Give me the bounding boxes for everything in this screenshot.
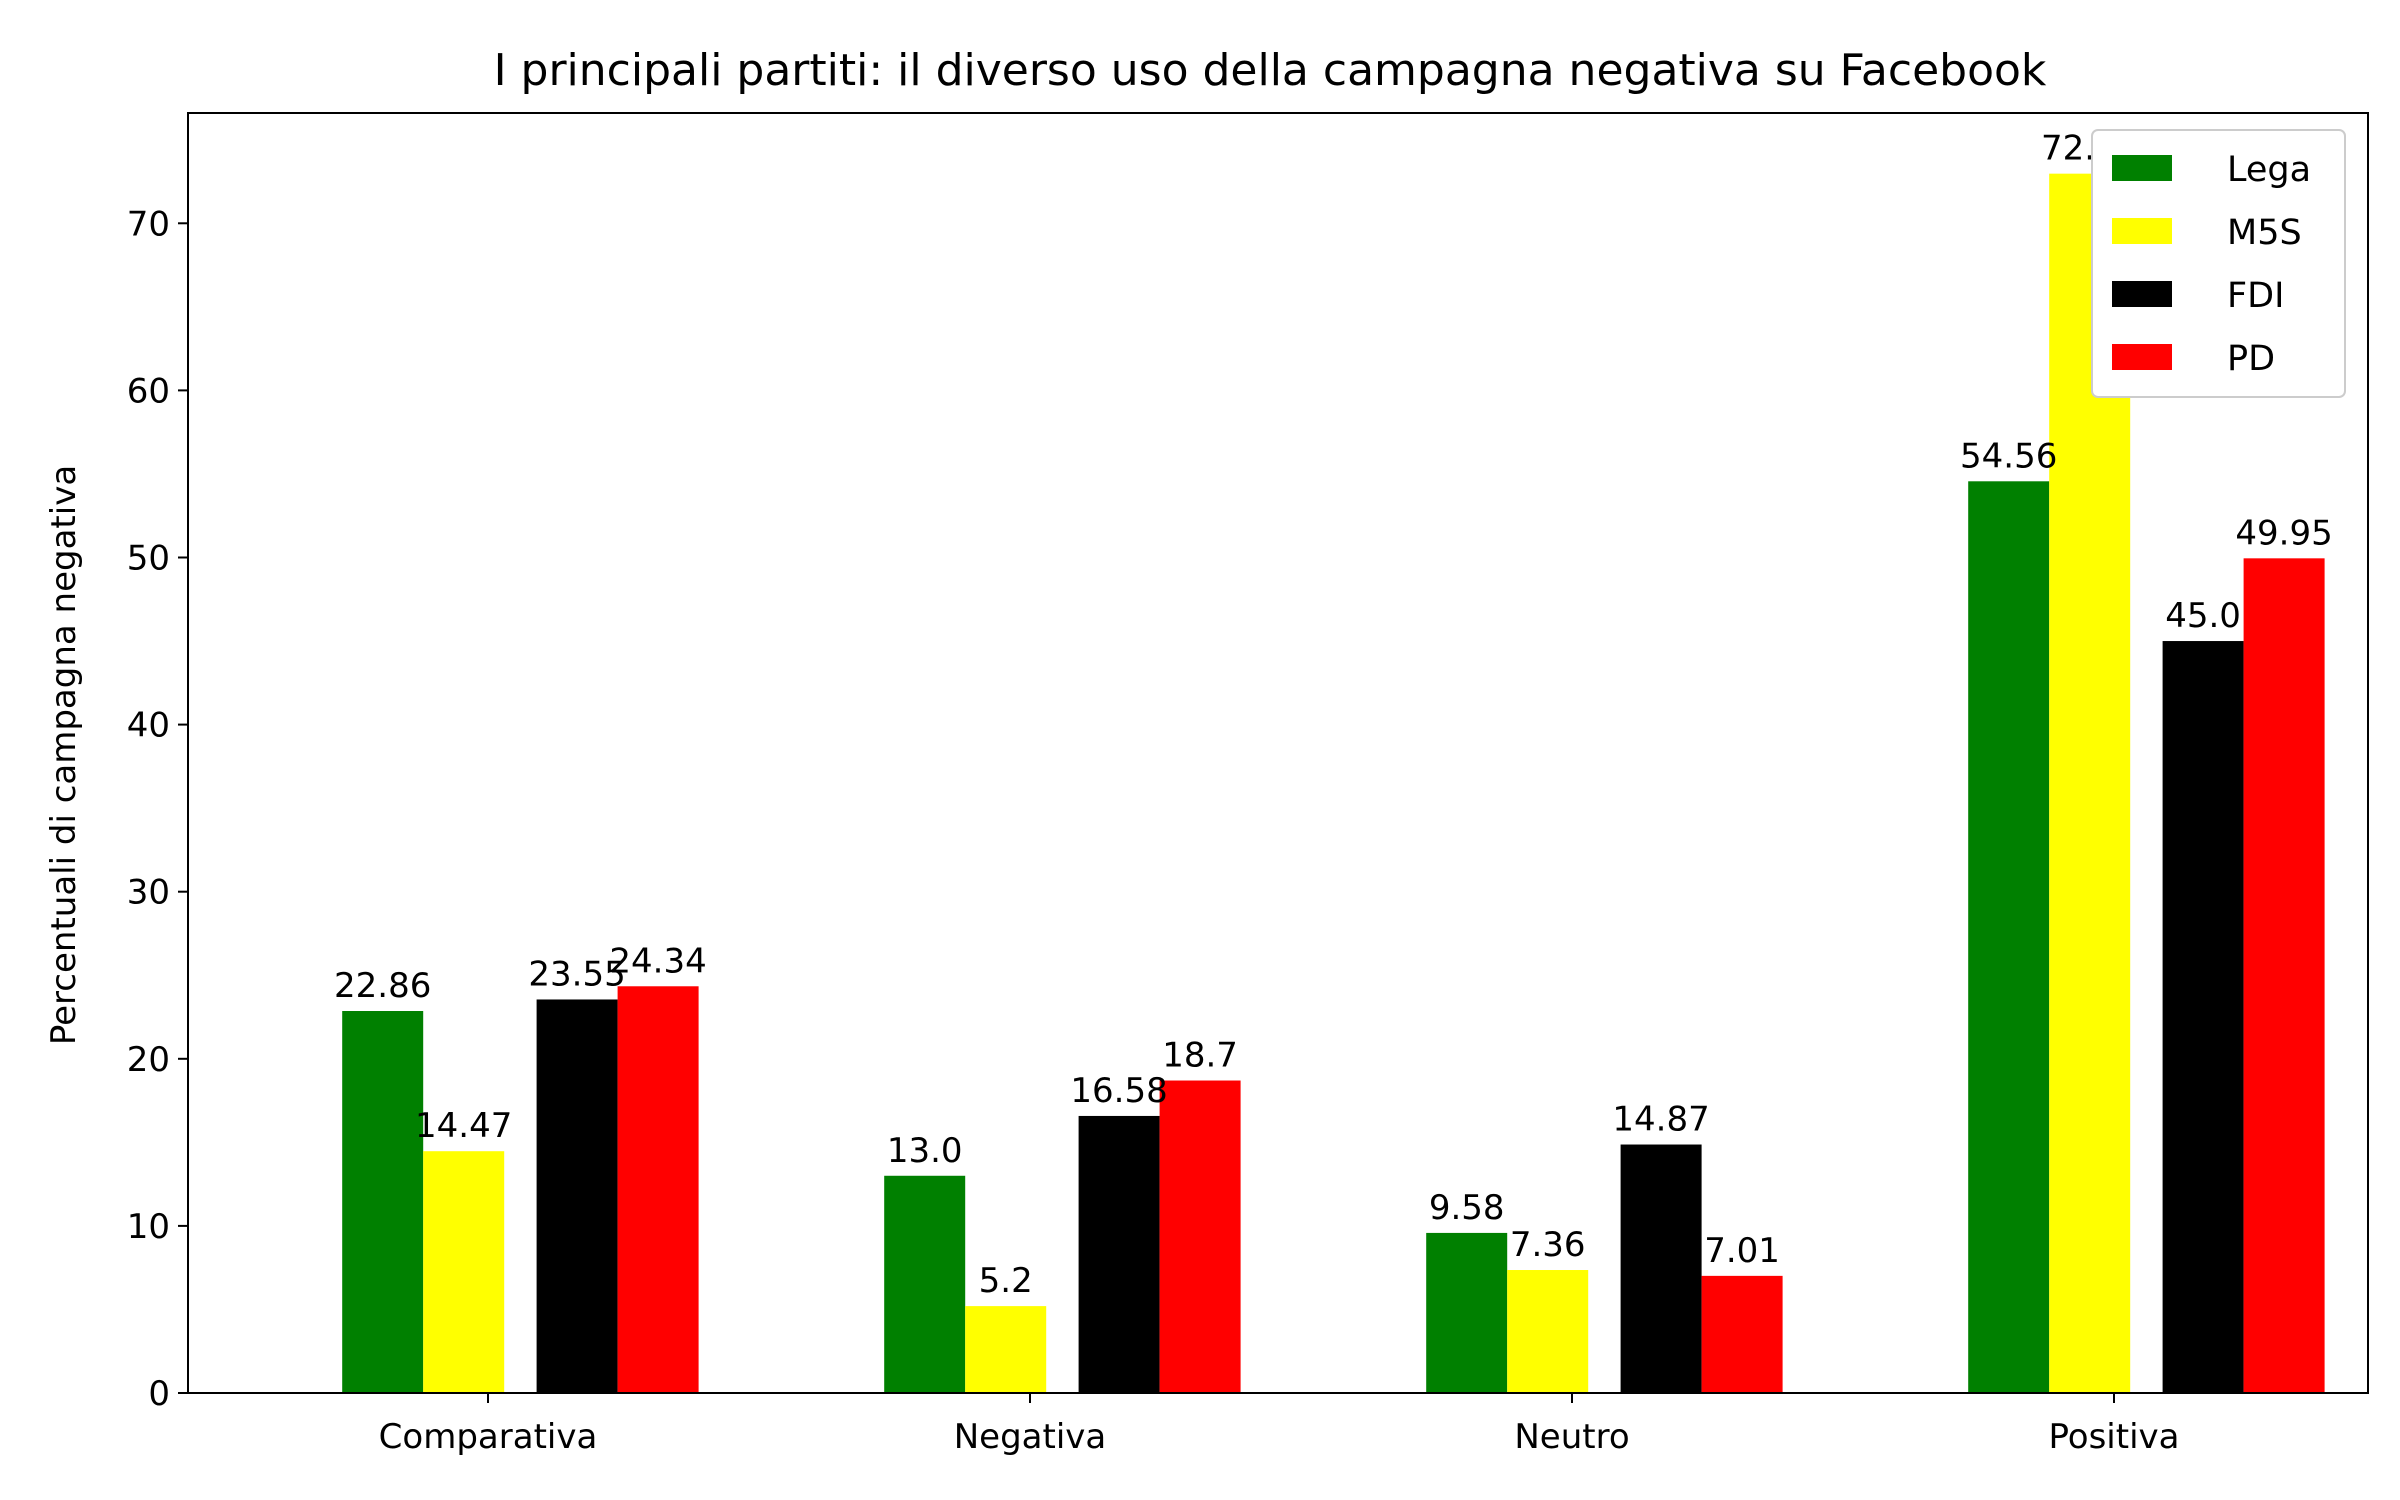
legend-box — [2091, 129, 2346, 398]
data-label-pd-neutro: 7.01 — [1704, 1231, 1780, 1271]
y-tick-label: 70 — [127, 204, 170, 244]
y-tick-label: 50 — [127, 538, 170, 578]
y-tick-label: 40 — [127, 706, 170, 746]
legend-swatch-fdi — [2112, 281, 2172, 307]
data-label-fdi-positiva: 45.0 — [2165, 596, 2241, 636]
data-label-m5s-neutro: 7.36 — [1510, 1225, 1586, 1265]
bar-fdi-comparativa — [536, 999, 618, 1393]
data-label-fdi-neutro: 14.87 — [1612, 1100, 1709, 1140]
legend-swatch-lega — [2112, 155, 2172, 181]
bar-lega-comparativa — [342, 1011, 424, 1393]
y-axis-label: Percentuali di campagna negativa — [44, 465, 84, 1045]
data-label-fdi-comparativa: 23.55 — [528, 954, 625, 994]
bar-fdi-neutro — [1620, 1144, 1702, 1393]
bar-pd-positiva — [2243, 558, 2325, 1393]
y-tick-label: 0 — [148, 1374, 170, 1414]
bar-pd-neutro — [1701, 1275, 1783, 1393]
x-tick-label-comparativa: Comparativa — [379, 1417, 598, 1457]
x-tick-label-negativa: Negativa — [954, 1417, 1107, 1457]
bar-pd-comparativa — [617, 986, 699, 1393]
y-tick-label: 60 — [127, 371, 170, 411]
x-tick-label-neutro: Neutro — [1514, 1417, 1629, 1457]
y-tick-label: 10 — [127, 1207, 170, 1247]
bars-group — [342, 173, 2325, 1393]
bar-m5s-comparativa — [423, 1151, 505, 1393]
bar-m5s-negativa — [965, 1306, 1047, 1393]
bar-m5s-neutro — [1507, 1270, 1589, 1393]
bar-pd-negativa — [1159, 1080, 1241, 1393]
plot-frame — [187, 112, 2369, 1394]
data-label-pd-comparativa: 24.34 — [609, 941, 706, 981]
data-label-lega-comparativa: 22.86 — [334, 966, 431, 1006]
legend-label-fdi: FDI — [2227, 276, 2284, 316]
bar-lega-neutro — [1426, 1232, 1508, 1393]
y-tick-label: 30 — [127, 873, 170, 913]
bar-lega-positiva — [1968, 481, 2050, 1393]
legend-swatch-pd — [2112, 344, 2172, 370]
bar-lega-negativa — [884, 1175, 966, 1393]
bar-fdi-negativa — [1078, 1115, 1160, 1393]
data-label-m5s-negativa: 5.2 — [979, 1261, 1033, 1301]
data-label-lega-neutro: 9.58 — [1429, 1188, 1505, 1228]
data-label-m5s-comparativa: 14.47 — [415, 1106, 512, 1146]
data-labels-group: 22.8613.09.5854.5614.475.27.3672.9723.55… — [334, 129, 2333, 1301]
x-tick-label-positiva: Positiva — [2049, 1417, 2180, 1457]
y-tick-label: 20 — [127, 1040, 170, 1080]
legend-label-m5s: M5S — [2227, 213, 2302, 253]
legend-swatch-m5s — [2112, 218, 2172, 244]
bar-fdi-positiva — [2162, 641, 2244, 1393]
legend-label-lega: Lega — [2227, 150, 2311, 190]
chart-title: I principali partiti: il diverso uso del… — [494, 45, 2047, 96]
data-label-fdi-negativa: 16.58 — [1070, 1071, 1167, 1111]
data-label-pd-positiva: 49.95 — [2235, 513, 2332, 553]
data-label-lega-positiva: 54.56 — [1960, 436, 2057, 476]
data-label-lega-negativa: 13.0 — [887, 1131, 963, 1171]
legend-label-pd: PD — [2227, 339, 2275, 379]
axes-group: 0 10 20 30 40 50 60 70 Comparativa Negativa Neutro… — [127, 112, 2369, 1457]
data-label-pd-negativa: 18.7 — [1162, 1036, 1238, 1076]
legend: Lega M5S FDI PD — [2091, 129, 2346, 398]
